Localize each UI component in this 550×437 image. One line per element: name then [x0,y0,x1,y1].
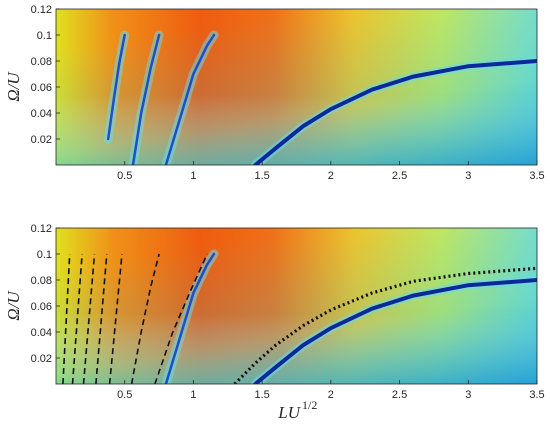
y-tick-labels: 0.02 0.04 0.06 0.08 0.1 0.12 [31,4,60,146]
x-tick-label: 2 [328,170,334,182]
dashed-curves [62,253,208,384]
x-tick-label: 1 [190,389,196,401]
x-axis-label-base: LU [277,403,301,422]
dashed-curve [95,253,108,384]
x-tick-label: 0.5 [117,389,132,401]
resonance-curve [164,33,216,165]
x-axis-label: LU [277,403,301,422]
dashed-curve [108,253,123,384]
dotted-curve [233,266,537,384]
y-tick-label: 0.1 [37,30,52,42]
y-tick-label: 0.12 [31,4,52,16]
resonance-curve [164,252,216,384]
x-tick-label: 3 [465,389,471,401]
y-tick-label: 0.12 [31,223,52,235]
y-tick-label: 0.06 [31,301,52,313]
y-tick-label: 0.08 [31,56,52,68]
x-tick-label: 1 [190,170,196,182]
heatmap-shade-lower-right [56,228,537,384]
x-tick-label: 0.5 [117,170,132,182]
dotted-curve [233,266,537,384]
x-tick-label: 3 [465,170,471,182]
x-tick-label: 1.5 [254,170,269,182]
top-panel: 0.5 1 1.5 2 2.5 3 3.5 0.020.040.060.080.10.12 … [4,4,545,182]
dashed-curve [154,253,208,384]
y-axis-label: Ω/U [4,71,23,102]
dashed-curve [71,253,83,384]
y-tick-label: 0.02 [31,134,52,146]
y-tick-label: 0.04 [31,108,52,120]
x-tick-label: 3.5 [529,389,544,401]
x-tick-label: 2.5 [392,389,407,401]
resonance-curve [253,278,537,384]
y-tick-label: 0.08 [31,275,52,287]
x-axis-label-exponent: 1/2 [302,398,317,412]
y-tick-label: 0.1 [37,249,52,261]
x-tick-label: 3.5 [529,170,544,182]
y-tick-labels: 0.02 0.04 0.06 0.08 0.1 0.12 [31,223,60,365]
dashed-curve [62,253,71,384]
x-tick-labels: 0.5 1 1.5 2 2.5 3 3.5 [117,380,545,401]
dashed-curve [82,253,96,384]
bottom-panel: 0.5 1 1.5 2 2.5 3 3.5 0.020.040.060.080.10.12 … [4,223,545,422]
y-axis-label: Ω/U [4,290,23,321]
x-tick-labels: 0.5 1 1.5 2 2.5 3 3.5 [117,161,545,182]
resonance-curve [106,33,126,141]
resonance-curves [161,249,537,384]
y-tick-label: 0.02 [31,353,52,365]
y-tick-label: 0.04 [31,327,52,339]
x-tick-label: 2 [328,389,334,401]
resonance-curves [103,30,537,165]
resonance-curve [131,33,161,165]
resonance-curve [253,59,537,165]
x-tick-label: 2.5 [392,170,407,182]
x-tick-label: 1.5 [254,389,269,401]
y-tick-label: 0.06 [31,82,52,94]
